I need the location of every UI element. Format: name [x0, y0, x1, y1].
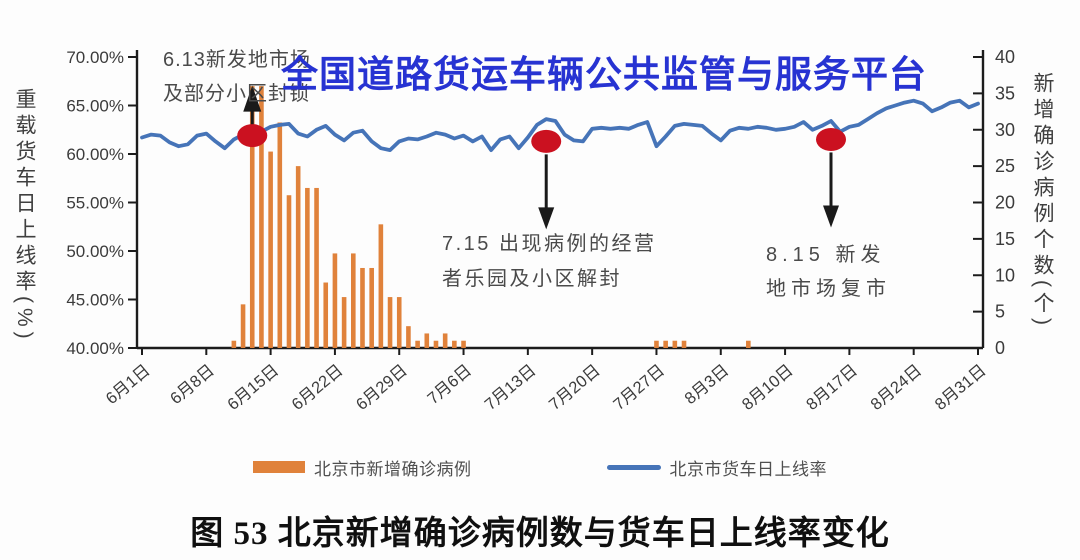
x-tick-label: 6月1日 [103, 361, 154, 408]
case-bar [295, 166, 301, 348]
watermark-text: 全国道路货运车辆公共监管与服务平台 [281, 54, 927, 95]
event-marker-dot [816, 127, 847, 151]
event-arrow-down [538, 207, 555, 230]
x-tick-label: 6月22日 [289, 361, 347, 414]
case-bar [369, 267, 374, 348]
y-left-tick-label: 50.00% [66, 242, 124, 261]
case-bar [672, 340, 678, 348]
case-bar [452, 340, 457, 348]
x-tick-label: 7月20日 [546, 361, 604, 414]
case-bar [249, 86, 255, 348]
case-bar [341, 297, 347, 348]
case-bar [378, 224, 384, 348]
case-bar [305, 187, 310, 348]
x-tick-label: 6月8日 [167, 361, 218, 408]
legend-swatch-rate-line [606, 464, 661, 470]
x-tick-label: 8月31日 [932, 361, 990, 414]
left-axis-title: 重载货车日上线率(%) [13, 88, 36, 344]
y-left-tick-label: 60.00% [66, 145, 124, 164]
y-right-tick-label: 0 [995, 338, 1005, 358]
y-axis-right-labels: 40 35 30 25 20 15 10 5 0 [973, 47, 1015, 358]
x-tick-label: 8月3日 [681, 361, 732, 408]
event-annotation-text: 及部分小区封锁 [163, 82, 310, 105]
event-annotation-text: 地市场复市 [766, 277, 891, 300]
case-bar [387, 297, 393, 348]
y-left-tick-label: 40.00% [66, 339, 124, 358]
y-axis-left-labels: 70.00% 65.00% 60.00% 55.00% 50.00% 45.00% 40.0… [66, 48, 137, 358]
legend-item-rate: 北京市货车日上线率 [606, 455, 828, 480]
x-axis-labels: 6月1日 6月8日 6月15日 6月22日 6月29日 7月6日 7月13日 7月20日 7月2… [103, 348, 990, 414]
event-annotation-text: 7.15 出现病例的经营 [442, 232, 656, 255]
y-left-tick-label: 45.00% [66, 291, 124, 310]
case-bar [654, 340, 659, 348]
event-marker-dot [531, 129, 562, 153]
y-right-tick-label: 15 [995, 229, 1015, 249]
event-arrow-up [243, 85, 262, 112]
case-bar [415, 340, 420, 348]
case-bar [663, 340, 668, 348]
x-tick-label: 8月17日 [803, 361, 861, 414]
y-right-tick-label: 20 [995, 193, 1015, 213]
chart-canvas: 70.00% 65.00% 60.00% 55.00% 50.00% 45.00% 40.0… [66, 47, 1015, 414]
x-tick-label: 6月29日 [353, 361, 411, 414]
legend-label-rate: 北京市货车日上线率 [669, 459, 827, 479]
case-bar [277, 122, 283, 348]
legend-swatch-cases-bar [253, 461, 305, 473]
case-bar [259, 86, 264, 348]
y-right-tick-label: 40 [995, 47, 1015, 67]
event-annotation-text: 者乐园及小区解封 [442, 267, 622, 290]
y-right-tick-label: 35 [995, 83, 1015, 103]
y-left-tick-label: 70.00% [66, 48, 124, 67]
case-bar [433, 340, 439, 348]
case-bar [746, 340, 751, 348]
x-tick-label: 8月24日 [867, 361, 925, 414]
case-bar [240, 304, 246, 348]
y-right-tick-label: 10 [995, 265, 1015, 285]
case-bar [442, 333, 448, 348]
case-bar [461, 340, 466, 348]
x-tick-label: 7月27日 [610, 361, 668, 414]
case-bar [360, 267, 365, 348]
y-left-tick-label: 55.00% [66, 194, 124, 213]
x-tick-label: 6月15日 [224, 361, 282, 414]
y-left-tick-label: 65.00% [66, 97, 124, 116]
case-bar [332, 253, 338, 348]
case-bar [424, 333, 430, 348]
case-bar [396, 297, 402, 348]
x-tick-label: 8月10日 [739, 361, 797, 414]
legend-label-cases: 北京市新增确诊病例 [314, 459, 472, 479]
x-tick-label: 7月13日 [481, 361, 539, 414]
case-bar [406, 326, 411, 348]
x-tick-label: 7月6日 [424, 361, 475, 408]
case-bar [268, 151, 273, 348]
y-right-tick-label: 25 [995, 156, 1015, 176]
event-marker-dot [237, 124, 268, 148]
legend-item-cases: 北京市新增确诊病例 [253, 455, 472, 480]
right-axis-title: 新增确诊病例个数(个) [1031, 72, 1054, 330]
y-right-tick-label: 30 [995, 120, 1015, 140]
case-bar [681, 340, 687, 348]
bars-series-new-cases [231, 86, 751, 348]
event-annotation-text: 8.15 新发 [766, 243, 885, 266]
y-right-tick-label: 5 [995, 302, 1005, 322]
case-bar [350, 253, 356, 348]
event-arrow-down [823, 205, 840, 228]
case-bar [323, 282, 329, 348]
case-bar [231, 340, 237, 348]
figure-caption: 图 53 北京新增确诊病例数与货车日上线率变化 [190, 516, 890, 552]
event-annotation-text: 6.13新发地市场 [163, 48, 311, 71]
chart-legend: 北京市新增确诊病例 北京市货车日上线率 [0, 452, 1080, 482]
case-bar [314, 187, 319, 348]
case-bar [286, 195, 292, 348]
